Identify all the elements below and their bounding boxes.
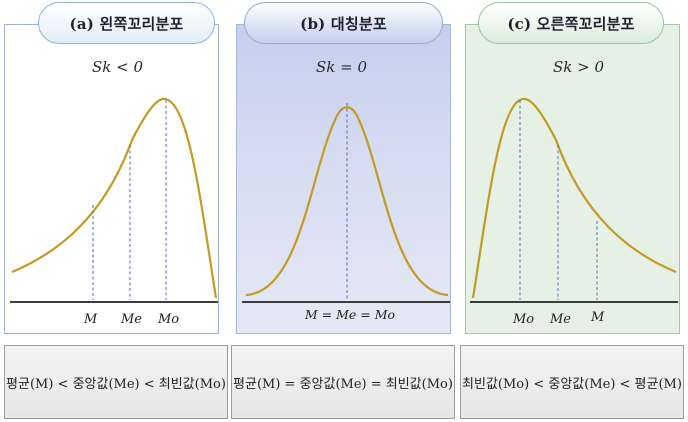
title-symmetric: (b) 대칭분포 [244,2,443,44]
relation-box-left: 평균(M) < 중앙값(Me) < 최빈값(Mo) [4,345,228,419]
marker-median-left: Me [121,312,143,327]
panel-left-skew [4,24,219,334]
marker-mode-right: Mo [513,312,535,327]
relation-text-left: 평균(M) < 중앙값(Me) < 최빈값(Mo) [6,376,226,392]
skewness-label-symmetric: Sk = 0 [316,58,368,76]
marker-mean-left: M [84,312,98,327]
relation-box-right: 최빈값(Mo) < 중앙값(Me) < 평균(M) [460,345,684,419]
curve-left-skew [11,97,218,299]
marker-mean-right: M [591,310,605,325]
relation-box-symmetric: 평균(M) = 중앙값(Me) = 최빈값(Mo) [231,345,455,419]
title-right-skew: (c) 오른쪽꼬리분포 [478,2,664,44]
skewness-label-right: Sk > 0 [553,58,605,76]
curve-right-skew [471,97,677,299]
curve-symmetric [245,106,449,297]
marker-all-symmetric: M = Me = Mo [304,307,396,322]
relation-text-right: 최빈값(Mo) < 중앙값(Me) < 평균(M) [462,376,682,392]
relation-text-symmetric: 평균(M) = 중앙값(Me) = 최빈값(Mo) [233,376,453,392]
marker-mode-left: Mo [158,312,180,327]
skewness-label-left: Sk < 0 [92,58,144,76]
marker-median-right: Me [550,312,572,327]
title-left-skew: (a) 왼쪽꼬리분포 [38,2,215,44]
